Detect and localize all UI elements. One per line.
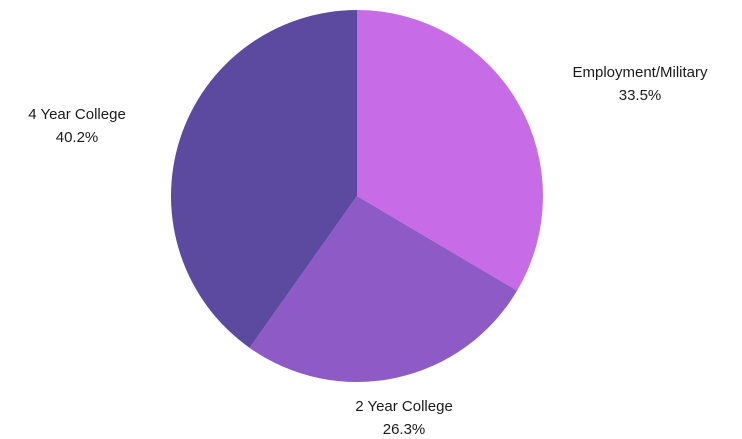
pie-slice-2-year-college: [249, 196, 518, 383]
pie-slice-employment-military: [357, 10, 544, 291]
slice-label-employment-military: Employment/Military: [572, 64, 708, 81]
slice-value-employment-military: 33.5%: [618, 87, 662, 104]
slice-label-4-year-college: 4 Year College: [28, 106, 126, 123]
slice-value-2-year-college: 26.3%: [382, 421, 426, 438]
slice-value-4-year-college: 40.2%: [55, 129, 99, 146]
pie-slices: [170, 10, 544, 383]
pie-slice-4-year-college: [170, 10, 357, 348]
slice-label-2-year-college: 2 Year College: [355, 398, 453, 415]
